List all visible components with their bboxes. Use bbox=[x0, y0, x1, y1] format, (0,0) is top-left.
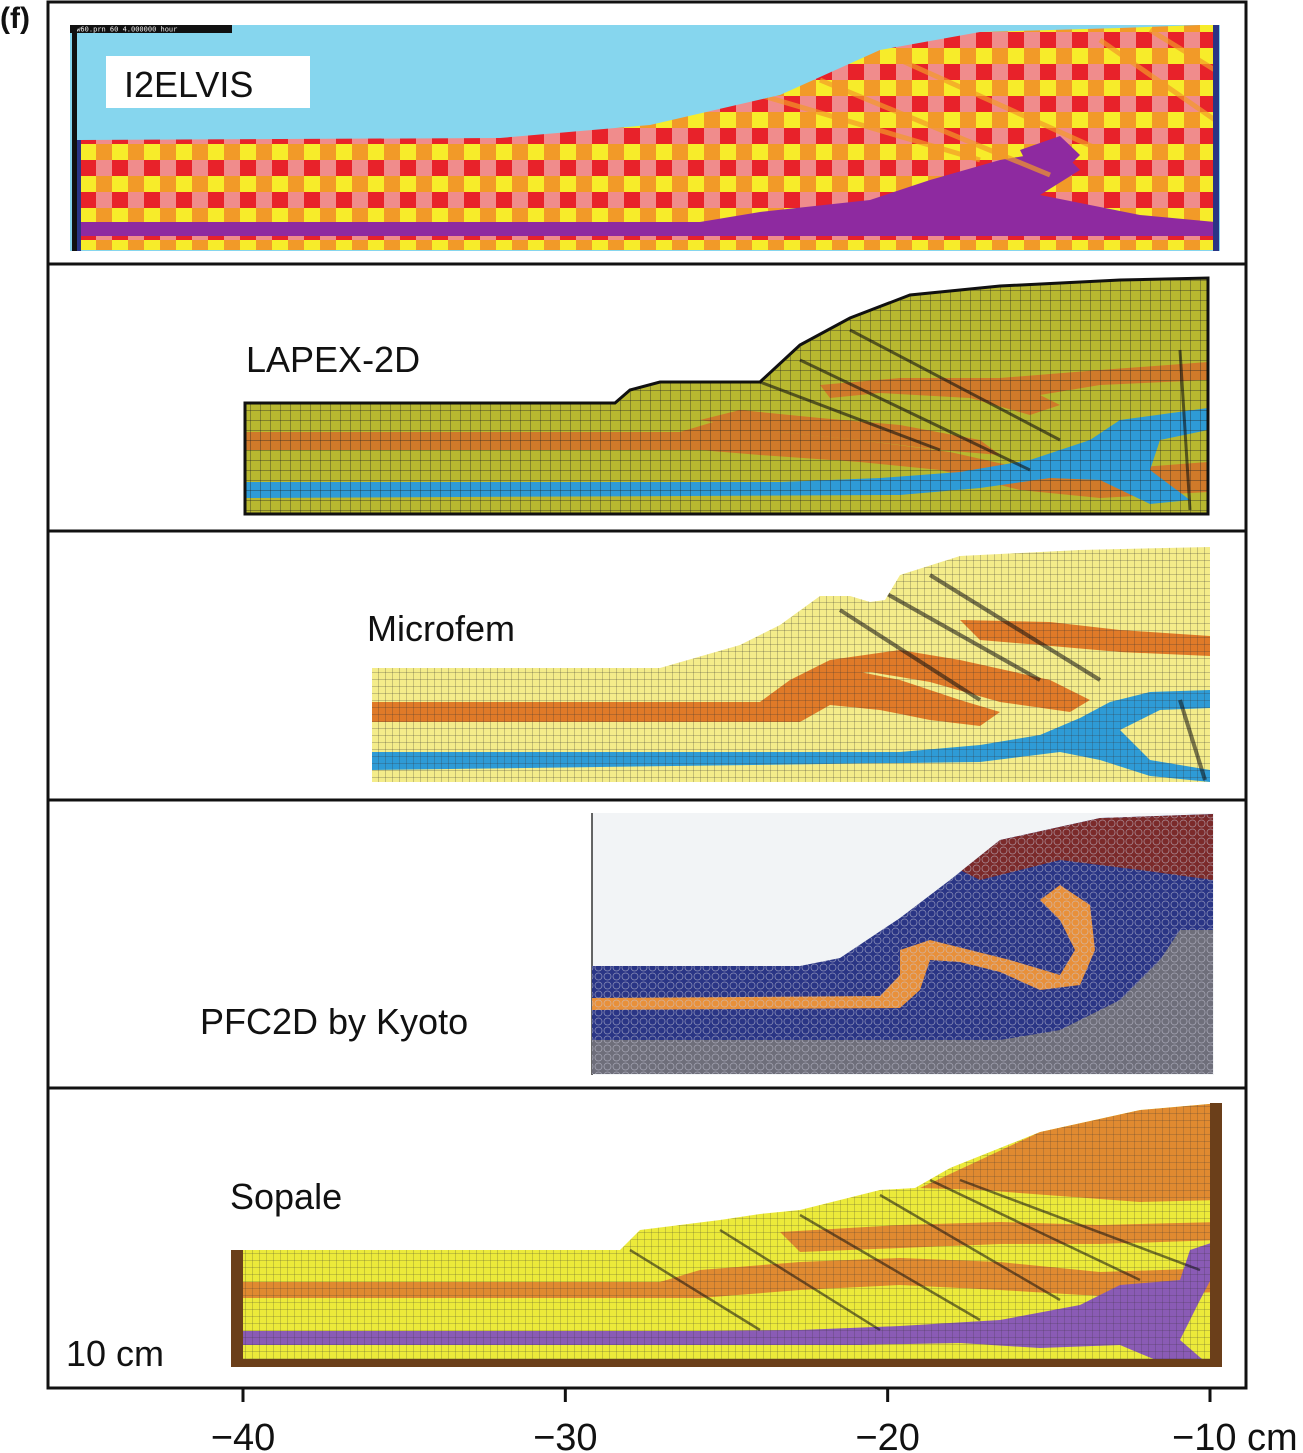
panel-sopale: Sopale 10 cm bbox=[66, 1103, 1222, 1374]
panel-label: Microfem bbox=[367, 608, 515, 649]
panel-i2elvis: mw60.prn 60 4.000000 hour I2ELVIS bbox=[70, 25, 1220, 251]
left-wall bbox=[231, 1250, 243, 1367]
run-header-text: mw60.prn 60 4.000000 hour bbox=[72, 26, 177, 34]
panel-letter: (f) bbox=[0, 2, 30, 35]
panel-lapex-2d: LAPEX-2D bbox=[243, 276, 1210, 516]
panel-label: LAPEX-2D bbox=[246, 339, 420, 380]
right-wall bbox=[1210, 1103, 1222, 1367]
figure-frame bbox=[46, 0, 1248, 1390]
x-tick-label: −30 bbox=[533, 1417, 597, 1453]
model-body bbox=[245, 278, 1208, 514]
panel-microfem: Microfem bbox=[367, 547, 1210, 782]
model-body bbox=[372, 547, 1210, 782]
panel-label: PFC2D by Kyoto bbox=[200, 1001, 468, 1042]
x-tick-label: −10 cm bbox=[1172, 1417, 1298, 1453]
x-tick-label: −20 bbox=[855, 1417, 919, 1453]
panel-pfc2d-kyoto: PFC2D by Kyoto bbox=[200, 813, 1214, 1075]
base-plate bbox=[243, 1359, 1220, 1367]
label-box bbox=[106, 56, 310, 108]
x-tick-label: −40 bbox=[211, 1417, 275, 1453]
panel-label: Sopale bbox=[230, 1176, 342, 1217]
scale-bar-label: 10 cm bbox=[66, 1333, 164, 1374]
model-body bbox=[237, 1103, 1220, 1366]
panel-label: I2ELVIS bbox=[124, 64, 253, 105]
run-header-bar bbox=[70, 25, 232, 33]
x-axis: −40 −30 −20 −10 cm bbox=[211, 1388, 1298, 1453]
